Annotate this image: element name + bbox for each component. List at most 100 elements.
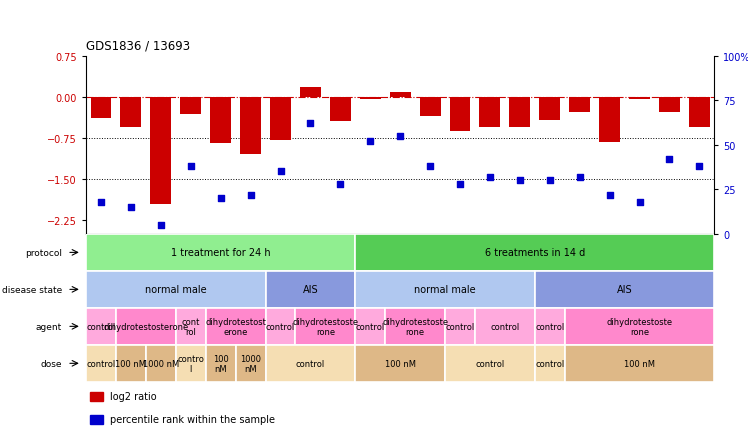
Bar [90, 392, 103, 401]
Text: 100 nM: 100 nM [624, 359, 655, 368]
Text: 1000
nM: 1000 nM [240, 354, 261, 373]
Bar [91, 98, 111, 118]
Bar [116, 345, 146, 382]
Point [574, 174, 586, 181]
Bar [599, 98, 620, 142]
Point [95, 199, 107, 206]
Bar [120, 98, 141, 128]
Text: control: control [295, 359, 325, 368]
Bar [150, 98, 171, 204]
Bar [539, 98, 560, 121]
Point [394, 133, 406, 140]
Bar [535, 271, 714, 308]
Text: control: control [86, 359, 116, 368]
Bar [355, 234, 714, 271]
Bar [479, 98, 500, 128]
Bar [210, 98, 231, 144]
Text: control: control [355, 322, 385, 331]
Bar [206, 345, 236, 382]
Bar [295, 308, 355, 345]
Text: dihydrotestoste
rone: dihydrotestoste rone [382, 317, 448, 336]
Bar [300, 88, 321, 98]
Text: control: control [490, 322, 520, 331]
Text: percentile rank within the sample: percentile rank within the sample [111, 414, 275, 424]
Text: 1 treatment for 24 h: 1 treatment for 24 h [171, 248, 271, 258]
Text: 100
nM: 100 nM [212, 354, 229, 373]
Bar [569, 98, 590, 113]
Text: dihydrotestoste
rone: dihydrotestoste rone [292, 317, 358, 336]
Bar [266, 271, 355, 308]
Point [125, 204, 137, 211]
Bar [116, 308, 176, 345]
Bar [565, 345, 714, 382]
Bar [330, 98, 351, 122]
Point [245, 192, 257, 199]
Bar [266, 345, 355, 382]
Bar [565, 308, 714, 345]
Bar [266, 308, 295, 345]
Bar [240, 98, 261, 155]
Text: contro
l: contro l [177, 354, 204, 373]
Point [514, 178, 526, 184]
Text: 100 nM: 100 nM [384, 359, 416, 368]
Point [275, 168, 286, 175]
Text: 1000 nM: 1000 nM [143, 359, 179, 368]
Point [304, 121, 316, 128]
Point [454, 181, 466, 188]
Point [185, 163, 197, 170]
Point [693, 163, 705, 170]
Point [604, 192, 616, 199]
Point [155, 222, 167, 229]
Point [424, 163, 436, 170]
Bar [689, 98, 710, 128]
Point [484, 174, 496, 181]
Bar [535, 308, 565, 345]
Text: disease state: disease state [1, 285, 62, 294]
Text: dihydrotestosterone: dihydrotestosterone [103, 322, 188, 331]
Bar [86, 271, 266, 308]
Text: control: control [86, 322, 116, 331]
Point [364, 138, 376, 145]
Bar [206, 308, 266, 345]
Text: control: control [475, 359, 505, 368]
Text: AIS: AIS [303, 285, 318, 295]
Bar [355, 308, 385, 345]
Text: dose: dose [40, 359, 62, 368]
Text: control: control [445, 322, 475, 331]
Bar [86, 345, 116, 382]
Point [634, 199, 646, 206]
Bar [355, 271, 535, 308]
Bar [420, 98, 441, 117]
Bar [236, 345, 266, 382]
Text: AIS: AIS [617, 285, 632, 295]
Bar [270, 98, 291, 140]
Bar [509, 98, 530, 128]
Bar [445, 308, 475, 345]
Bar [86, 308, 116, 345]
Point [215, 195, 227, 202]
Point [663, 156, 675, 163]
Text: control: control [266, 322, 295, 331]
Bar [475, 308, 535, 345]
Text: control: control [535, 322, 565, 331]
Bar [445, 345, 535, 382]
Point [544, 178, 556, 184]
Text: protocol: protocol [25, 248, 62, 257]
Bar [355, 345, 445, 382]
Bar [385, 308, 445, 345]
Bar [176, 345, 206, 382]
Bar [146, 345, 176, 382]
Point [334, 181, 346, 188]
Bar [360, 98, 381, 100]
Bar [450, 98, 470, 132]
Bar [176, 308, 206, 345]
Bar [390, 92, 411, 98]
Text: 6 treatments in 14 d: 6 treatments in 14 d [485, 248, 585, 258]
Bar [86, 234, 355, 271]
Text: control: control [535, 359, 565, 368]
Bar [659, 98, 680, 112]
Text: dihydrotestoste
rone: dihydrotestoste rone [607, 317, 672, 336]
Text: agent: agent [36, 322, 62, 331]
Text: normal male: normal male [145, 285, 206, 295]
Text: 100 nM: 100 nM [115, 359, 147, 368]
